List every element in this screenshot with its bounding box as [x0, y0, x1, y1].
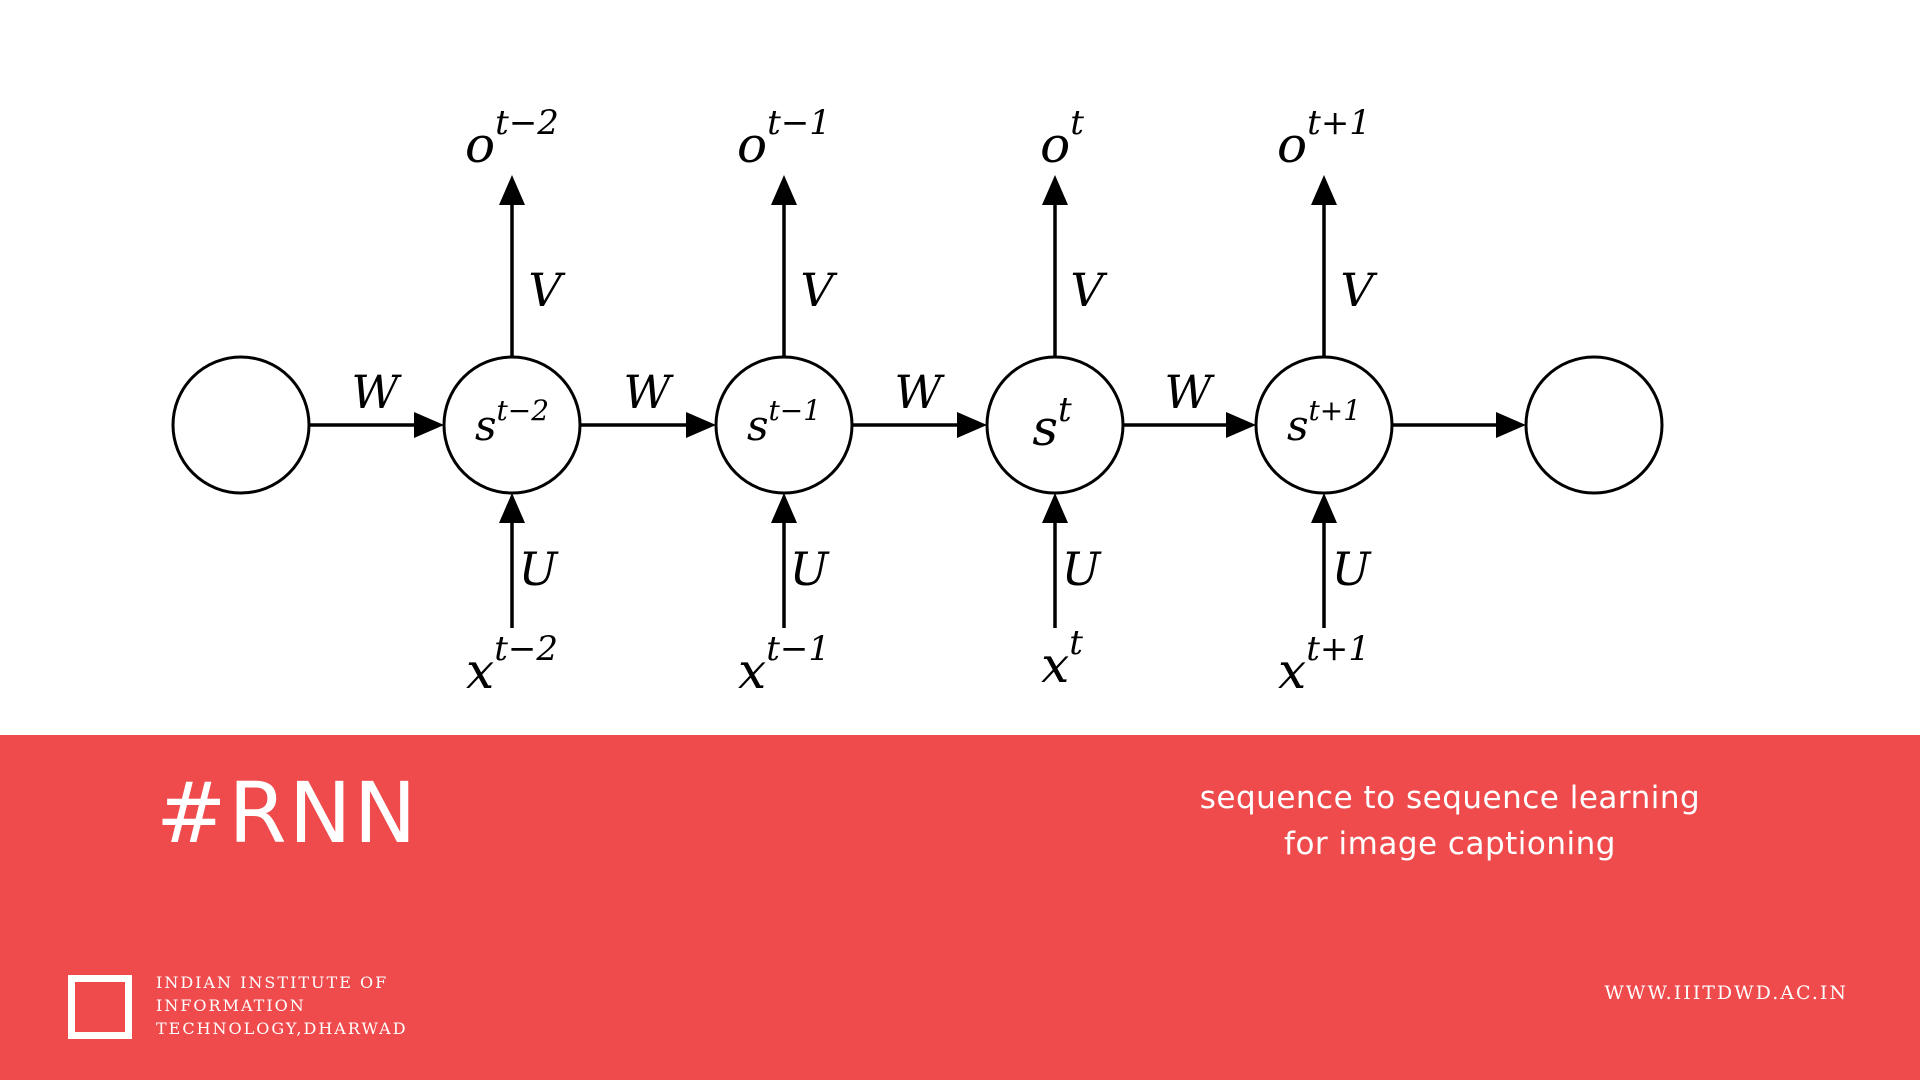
institute-line-1: Indian Institute of — [156, 973, 389, 992]
recurrent-arrow-4 — [1123, 412, 1256, 438]
website-link[interactable]: WWW.IIITDWD.AC.IN — [1604, 982, 1848, 1004]
output-arrow-4 — [1311, 175, 1337, 357]
hollow-square-logo-icon — [68, 975, 132, 1039]
initial-state-node — [171, 355, 311, 495]
state-node-t-plus-1 — [1254, 355, 1394, 495]
output-label-t-minus-1: ot−1 — [737, 103, 831, 174]
weight-label-u-4: U — [1332, 542, 1373, 596]
institute-line-3: Technology,Dharwad — [156, 1019, 408, 1038]
title-banner: #RNN sequence to sequence learning for i… — [0, 735, 1920, 1080]
state-node-t-minus-1 — [714, 355, 854, 495]
recurrent-arrow-1 — [309, 412, 444, 438]
weight-label-u-2: U — [790, 542, 831, 596]
weight-label-w-4: W — [1164, 365, 1215, 419]
input-label-t-minus-2: xt−2 — [466, 629, 558, 700]
state-node-t — [985, 355, 1125, 495]
subtitle-line-2: for image captioning — [1284, 826, 1616, 862]
state-label-t-minus-2: st−2 — [475, 394, 549, 450]
input-label-t-plus-1: xt+1 — [1278, 629, 1370, 700]
input-label-t: xt — [1041, 623, 1083, 694]
input-arrow-1 — [499, 493, 525, 628]
weight-label-u-3: U — [1062, 542, 1103, 596]
output-label-t: ot — [1040, 103, 1084, 174]
weight-label-v-2: V — [800, 263, 838, 317]
output-arrow-2 — [771, 175, 797, 357]
weight-label-v-3: V — [1070, 263, 1108, 317]
rnn-unrolled-diagram: ot−2 st−2 xt−2 ot−1 st−1 xt−1 ot st xt o… — [171, 103, 1664, 700]
recurrent-arrow-2 — [580, 412, 716, 438]
output-arrow-3 — [1042, 175, 1068, 357]
recurrent-arrow-3 — [852, 412, 987, 438]
state-label-t-minus-1: st−1 — [747, 394, 821, 450]
weight-label-u-1: U — [519, 542, 560, 596]
output-label-t-plus-1: ot+1 — [1277, 103, 1371, 174]
state-label-t: st — [1032, 390, 1072, 457]
diagram-edges — [309, 175, 1526, 628]
weight-label-w-1: W — [351, 365, 402, 419]
weight-label-v-4: V — [1340, 263, 1378, 317]
final-state-node — [1524, 355, 1664, 495]
output-arrow-1 — [499, 175, 525, 357]
input-arrow-2 — [771, 493, 797, 628]
institute-name: Indian Institute of Information Technolo… — [156, 971, 456, 1040]
banner-subtitle: sequence to sequence learning for image … — [1180, 775, 1720, 867]
diagram-nodes — [171, 355, 1664, 495]
input-label-t-minus-1: xt−1 — [738, 629, 830, 700]
input-arrow-3 — [1042, 493, 1068, 628]
recurrent-arrow-5 — [1392, 412, 1526, 438]
weight-label-w-3: W — [894, 365, 945, 419]
weight-label-w-2: W — [623, 365, 674, 419]
diagram-labels: ot−2 st−2 xt−2 ot−1 st−1 xt−1 ot st xt o… — [351, 103, 1378, 700]
institute-line-2: Information — [156, 996, 306, 1015]
banner-title: #RNN — [156, 764, 419, 862]
output-label-t-minus-2: ot−2 — [465, 103, 559, 174]
state-node-t-minus-2 — [442, 355, 582, 495]
state-label-t-plus-1: st+1 — [1287, 394, 1361, 450]
input-arrow-4 — [1311, 493, 1337, 628]
subtitle-line-1: sequence to sequence learning — [1199, 780, 1701, 816]
weight-label-v-1: V — [528, 263, 566, 317]
